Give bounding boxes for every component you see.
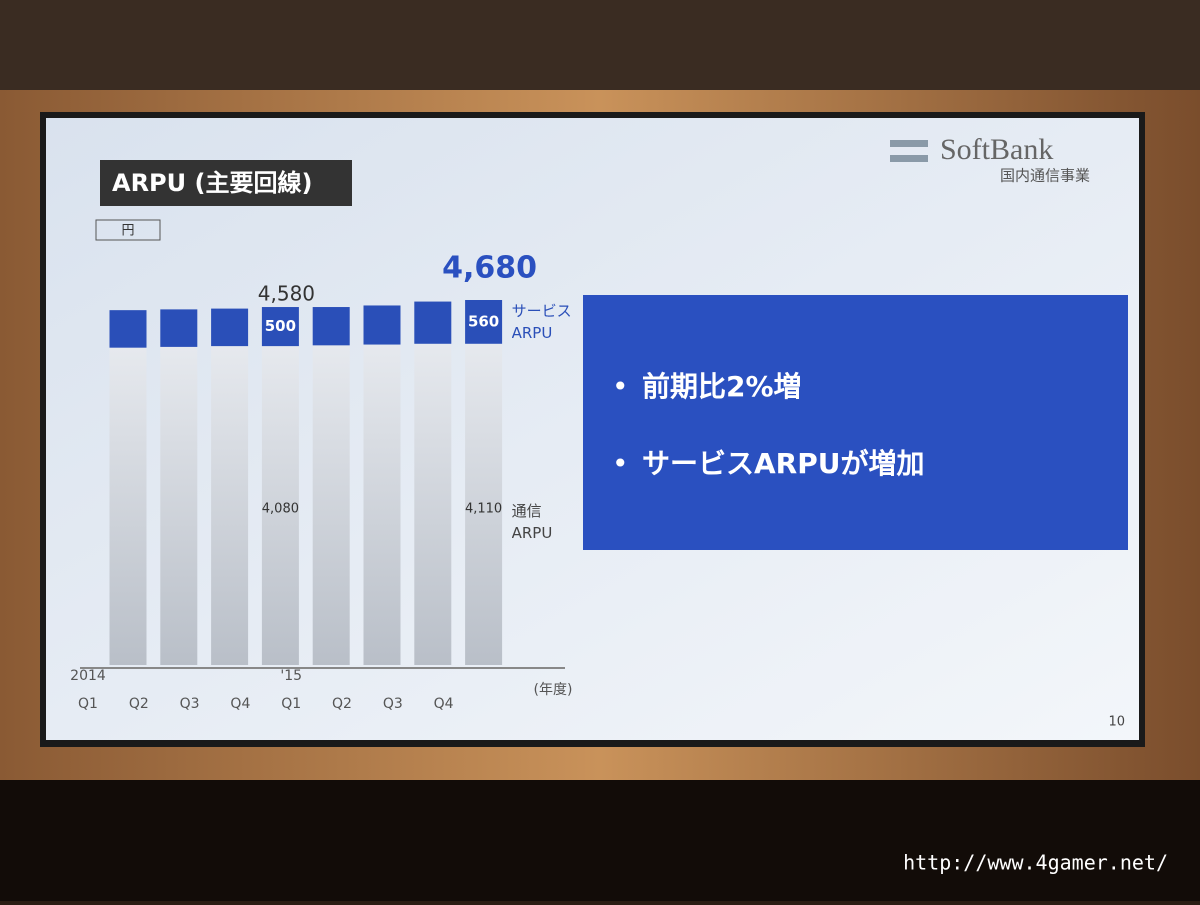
x-tick-label: Q3 xyxy=(383,696,403,712)
value-label: 560 xyxy=(468,312,499,330)
bullet-box xyxy=(583,295,1128,550)
value-label: 4,080 xyxy=(262,502,299,517)
bar-segment-base xyxy=(465,343,503,665)
logo: SoftBank xyxy=(940,133,1053,166)
page-number: 10 xyxy=(1108,715,1125,730)
value-label: 500 xyxy=(265,317,296,335)
bullet-dot: • xyxy=(612,370,629,403)
bar-segment-service xyxy=(160,309,198,347)
bar-segment-service xyxy=(363,305,401,345)
slide-title: ARPU (主要回線) xyxy=(112,169,312,197)
legend-label: 通信 ARPU xyxy=(511,502,553,542)
bar-segment-service xyxy=(312,307,350,346)
logo-bar xyxy=(890,140,928,147)
unit-box xyxy=(95,219,161,241)
legend-entry: サービス ARPU xyxy=(511,302,572,342)
bar-segment-service xyxy=(211,308,249,347)
legend-entry: 通信 ARPU xyxy=(511,502,553,542)
year-label: '15 xyxy=(280,668,302,684)
watermark: http://www.4gamer.net/ xyxy=(903,851,1168,875)
year-label: 2014 xyxy=(70,668,106,684)
total-label: 4,680 xyxy=(442,251,537,286)
unit-label: 円 xyxy=(121,224,134,239)
x-tick-label: Q1 xyxy=(78,696,98,712)
bar-segment-service xyxy=(109,310,147,348)
bar-segment-base xyxy=(414,343,452,665)
x-tick-label: Q1 xyxy=(281,696,301,712)
x-tick-label: Q2 xyxy=(332,696,352,712)
bullet-dot: • xyxy=(612,447,629,480)
bar-segment-base xyxy=(109,347,147,665)
legend-label: サービス ARPU xyxy=(511,302,572,342)
bar-segment-service xyxy=(465,300,503,344)
bar-segment-service xyxy=(414,301,452,344)
x-tick-label: Q3 xyxy=(180,696,200,712)
x-tick-label: Q4 xyxy=(434,696,454,712)
stage xyxy=(0,780,1200,901)
total-label: 4,580 xyxy=(258,282,315,306)
logo-subtitle: 国内通信事業 xyxy=(1000,167,1090,185)
bullet: サービスARPUが増加 xyxy=(642,447,925,480)
bar-segment-base xyxy=(261,346,299,665)
title-box xyxy=(100,160,352,206)
bullet: 前期比2%増 xyxy=(642,370,802,403)
value-label: 4,110 xyxy=(465,502,502,517)
bar-segment-base xyxy=(211,346,249,665)
bar-segment-base xyxy=(363,344,401,665)
bar-segment-base xyxy=(312,345,350,665)
x-axis-label: (年度) xyxy=(534,682,573,698)
logo-bar xyxy=(890,155,928,162)
bar-segment-service xyxy=(261,307,299,347)
x-tick-label: Q2 xyxy=(129,696,149,712)
bar-segment-base xyxy=(160,346,198,665)
x-tick-label: Q4 xyxy=(230,696,250,712)
